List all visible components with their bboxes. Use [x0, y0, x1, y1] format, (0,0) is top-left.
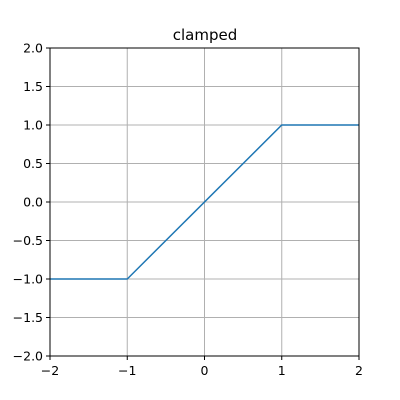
y-tick-label: 1.0	[23, 118, 43, 133]
x-axis: −2 −1 0 1 2	[41, 356, 363, 378]
y-tick-label: 0.0	[23, 195, 43, 210]
chart-title: clamped	[173, 26, 238, 44]
x-tick-label: −1	[118, 363, 136, 378]
y-tick-label: 0.5	[23, 156, 43, 171]
series-line-0	[50, 124, 359, 280]
x-tick-label: 1	[278, 363, 286, 378]
y-tick-label: 1.5	[23, 79, 43, 94]
y-tick-label: −1.5	[13, 310, 43, 325]
x-tick-label: 0	[201, 363, 209, 378]
y-tick-label: −0.5	[13, 233, 43, 248]
y-axis: −2.0 −1.5 −1.0 −0.5 0.0 0.5 1.0 1.5 2.0	[13, 41, 50, 364]
series-layer	[50, 124, 359, 280]
y-tick-label: −2.0	[13, 349, 43, 364]
y-tick-label: −1.0	[13, 272, 43, 287]
x-tick-label: 2	[355, 363, 363, 378]
y-tick-label: 2.0	[23, 41, 43, 56]
x-tick-label: −2	[41, 363, 59, 378]
